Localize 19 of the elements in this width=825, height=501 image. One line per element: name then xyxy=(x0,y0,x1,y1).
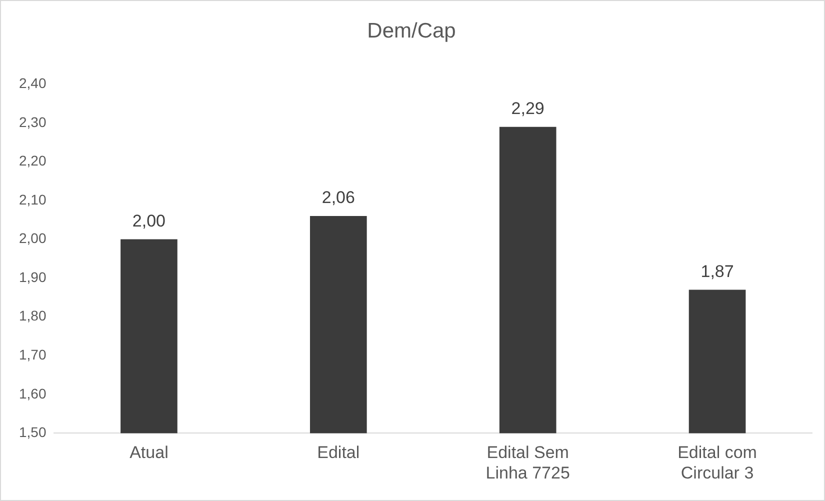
x-tick-label: Edital Sem Linha 7725 xyxy=(486,443,570,482)
data-label: 2,29 xyxy=(511,99,544,118)
y-tick-label: 2,10 xyxy=(19,191,46,208)
chart-title: Dem/Cap xyxy=(367,19,456,42)
x-tick-label: Atual xyxy=(130,443,168,462)
data-label: 2,06 xyxy=(322,188,355,208)
y-tick-label: 1,60 xyxy=(19,385,46,402)
data-label: 2,00 xyxy=(132,212,166,230)
y-tick-label: 1,70 xyxy=(19,346,46,363)
y-tick-label: 2,00 xyxy=(19,230,46,246)
y-tick-label: 2,40 xyxy=(19,75,46,92)
data-label: 1,87 xyxy=(700,262,734,281)
y-tick-label: 2,30 xyxy=(19,114,46,130)
x-tick-label: Edital com Circular 3 xyxy=(678,443,757,482)
y-tick-label: 1,80 xyxy=(19,308,46,324)
y-tick-label: 1,90 xyxy=(19,268,46,285)
y-tick-label: 1,50 xyxy=(19,424,46,440)
y-tick-label: 2,20 xyxy=(19,152,46,169)
x-tick-label: Edital xyxy=(317,443,360,462)
